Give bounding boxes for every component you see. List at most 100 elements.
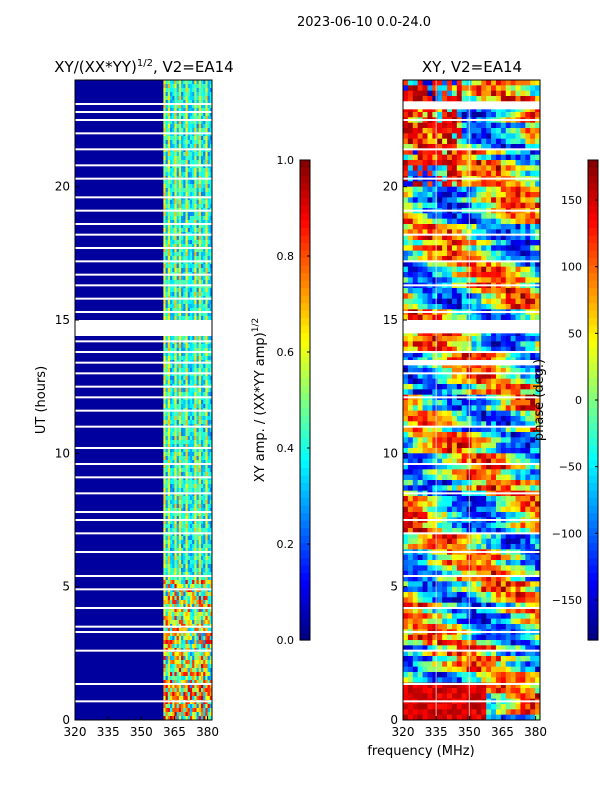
heatmap-cell <box>447 112 453 118</box>
heatmap-cell <box>167 264 171 269</box>
heatmap-cell <box>183 632 186 637</box>
heatmap-cell <box>194 684 197 689</box>
heatmap-cell <box>163 632 166 637</box>
heatmap-cell <box>167 636 171 641</box>
heatmap-cell <box>172 112 175 117</box>
heatmap-cell <box>407 90 414 97</box>
missing-row <box>75 551 212 553</box>
heatmap-cell <box>181 312 184 317</box>
heatmap-cell <box>451 85 458 92</box>
heatmap-cell <box>165 248 169 253</box>
heatmap-cell <box>185 632 189 637</box>
heatmap-cell <box>491 197 497 204</box>
heatmap-cell <box>447 149 453 156</box>
heatmap-cell <box>530 277 536 284</box>
heatmap-cell <box>187 508 191 513</box>
heatmap-cell <box>209 652 213 657</box>
heatmap-cell <box>196 144 200 149</box>
heatmap-cell <box>520 256 526 262</box>
heatmap-cell <box>198 312 202 317</box>
heatmap-cell <box>412 181 419 188</box>
heatmap-cell <box>172 216 175 221</box>
heatmap-cell <box>200 92 204 97</box>
heatmap-cell <box>167 664 171 669</box>
heatmap-cell <box>192 104 195 109</box>
heatmap-cell <box>205 528 208 533</box>
heatmap-cell <box>205 688 208 693</box>
heatmap-cell <box>427 234 433 241</box>
heatmap-cell <box>189 116 193 121</box>
heatmap-cell <box>447 330 453 337</box>
heatmap-cell <box>165 280 169 285</box>
heatmap-cell <box>194 152 197 157</box>
heatmap-cell <box>178 508 182 513</box>
missing-row <box>75 119 212 121</box>
heatmap-cell <box>183 96 186 101</box>
heatmap-cell <box>176 316 180 321</box>
heatmap-cell <box>203 568 206 573</box>
heatmap-cell <box>198 152 202 157</box>
heatmap-cell <box>203 364 206 369</box>
heatmap-cell <box>178 604 182 609</box>
heatmap-cell <box>417 250 423 257</box>
heatmap-cell <box>200 708 204 713</box>
heatmap-cell <box>447 181 453 188</box>
heatmap-cell <box>200 560 204 565</box>
heatmap-cell <box>203 448 206 453</box>
heatmap-cell <box>205 436 208 441</box>
heatmap-cell <box>183 540 186 545</box>
heatmap-cell <box>515 304 521 310</box>
heatmap-cell <box>170 392 173 397</box>
heatmap-cell <box>417 197 423 204</box>
heatmap-cell <box>205 300 208 305</box>
heatmap-cell <box>176 400 180 405</box>
heatmap-cell <box>178 160 182 165</box>
heatmap-cell <box>461 298 468 305</box>
heatmap-cell <box>476 181 482 188</box>
heatmap-cell <box>207 184 211 189</box>
heatmap-cell <box>486 133 492 140</box>
heatmap-cell <box>194 156 197 161</box>
heatmap-cell <box>481 229 487 236</box>
heatmap-cell <box>170 216 173 221</box>
heatmap-cell <box>192 576 195 581</box>
heatmap-cell <box>170 560 173 565</box>
heatmap-cell <box>192 368 195 373</box>
heatmap-cell <box>176 416 180 421</box>
heatmap-cell <box>209 632 213 637</box>
heatmap-cell <box>163 452 166 457</box>
heatmap-cell <box>167 504 171 509</box>
heatmap-cell <box>403 330 409 337</box>
heatmap-cell <box>209 592 213 597</box>
heatmap-cell <box>203 352 206 357</box>
heatmap-cell <box>167 440 171 445</box>
heatmap-cell <box>194 660 197 665</box>
heatmap-cell <box>176 508 180 513</box>
heatmap-cell <box>200 596 204 601</box>
heatmap-cell <box>203 348 206 353</box>
heatmap-cell <box>471 314 477 321</box>
heatmap-cell <box>176 500 180 505</box>
heatmap-cell <box>515 106 521 113</box>
heatmap-cell <box>163 100 166 105</box>
heatmap-cell <box>447 277 453 284</box>
missing-row <box>75 164 212 167</box>
heatmap-cell <box>187 636 191 641</box>
heatmap-cell <box>187 600 191 605</box>
heatmap-cell <box>407 288 414 294</box>
heatmap-cell <box>165 548 169 553</box>
heatmap-cell <box>183 684 186 689</box>
heatmap-cell <box>183 128 186 133</box>
heatmap-cell <box>174 592 178 597</box>
heatmap-cell <box>172 572 175 577</box>
heatmap-cell <box>461 122 468 129</box>
heatmap-cell <box>165 496 169 501</box>
heatmap-cell <box>535 234 541 241</box>
heatmap-cell <box>200 612 204 617</box>
heatmap-cell <box>525 133 531 140</box>
heatmap-cell <box>427 181 433 188</box>
heatmap-cell <box>183 616 186 621</box>
heatmap-cell <box>192 168 195 173</box>
heatmap-cell <box>172 280 175 285</box>
heatmap-cell <box>198 516 202 521</box>
